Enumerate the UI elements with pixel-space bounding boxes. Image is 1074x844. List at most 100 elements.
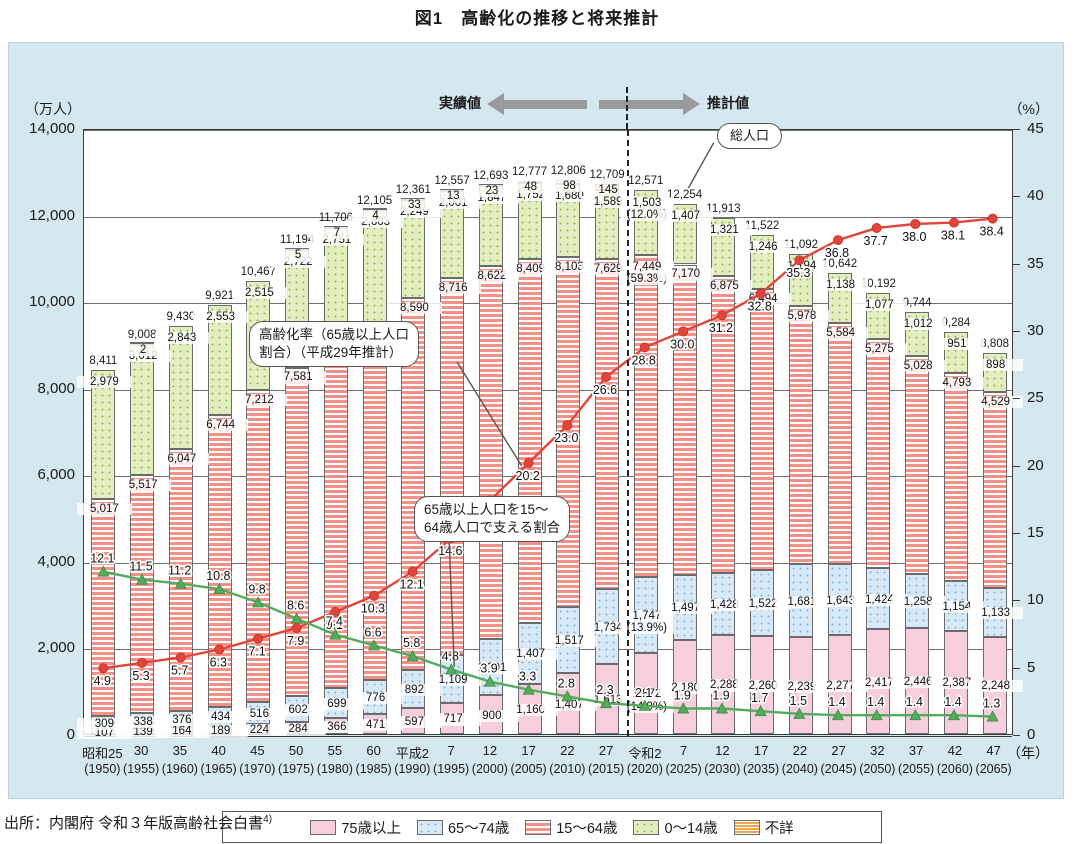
bar-segment xyxy=(827,322,852,565)
x-axis-year-label: (2030) xyxy=(704,762,741,776)
bar-segment xyxy=(130,474,155,714)
legend-item-unknown: 不詳 xyxy=(733,817,794,838)
right-axis-tick: 20 xyxy=(1027,456,1044,474)
bar-segment xyxy=(905,356,930,574)
x-axis-era-label: 12 xyxy=(482,743,498,758)
bar-segment xyxy=(595,258,620,590)
segment-value-label-unknown: 33 xyxy=(394,198,435,211)
right-axis-tick: 25 xyxy=(1027,389,1044,407)
chart-panel: （万人） （%） 実績値 推計値 8,411 9,008 9,430 9,921 10,… xyxy=(8,42,1064,843)
right-axis-tickmark xyxy=(1013,667,1020,669)
left-axis-tick: 4,000 xyxy=(37,552,75,570)
estimate-label: 推計値 xyxy=(707,95,749,111)
right-axis-tickmark xyxy=(1013,398,1020,400)
x-axis-year-label: (2060) xyxy=(936,762,973,776)
bar-total-label: 12,361 xyxy=(395,183,431,196)
segment-value-label-unknown: 145 xyxy=(587,183,629,196)
x-axis-year-label: (2000) xyxy=(471,762,508,776)
bar-total-label: 12,693 xyxy=(473,169,509,182)
segment-value-label: 4,793 xyxy=(929,377,985,390)
actual-label: 実績値 xyxy=(439,95,481,111)
legend-swatch-014-icon xyxy=(633,819,660,835)
bar-segment xyxy=(633,254,658,578)
left-axis-unit: （万人） xyxy=(25,101,81,117)
right-axis-tick: 0 xyxy=(1027,726,1036,743)
segment-value-label: 7,170 xyxy=(658,268,713,281)
right-axis-tickmark xyxy=(1013,735,1020,736)
legend-swatch-75-icon xyxy=(310,819,337,835)
right-axis-tickmark xyxy=(1013,263,1020,265)
x-axis-year-label: (1970) xyxy=(239,762,276,776)
gridline xyxy=(84,130,1012,131)
x-axis-year-label: (1975) xyxy=(278,762,315,776)
segment-value-label-unknown: 23 xyxy=(471,184,513,197)
segment-value-label: 2,248 xyxy=(968,680,1023,693)
right-axis-tickmark xyxy=(1013,196,1020,198)
bar-total-label: 12,806 xyxy=(550,164,586,177)
x-axis-era-label: 7 xyxy=(680,743,688,758)
x-axis-era-label: 27 xyxy=(831,743,846,758)
left-axis-tick: 10,000 xyxy=(29,293,75,311)
stacked-bar xyxy=(517,128,542,734)
bar-segment xyxy=(478,265,503,639)
segment-value-label-unknown: 7 xyxy=(316,227,358,240)
bar-segment xyxy=(323,346,348,688)
x-axis-era-label: 22 xyxy=(560,743,575,758)
actual-estimate-header: 実績値 推計値 xyxy=(439,91,819,117)
plot-area: 8,411 9,008 9,430 9,921 10,467 11,194 11,706 12… xyxy=(77,128,1023,739)
callout-total-population: 総人口 xyxy=(717,123,783,149)
segment-value-label: 1,138 xyxy=(813,279,868,292)
x-axis-year-label: (1965) xyxy=(200,762,237,776)
segment-value-label: 6,875 xyxy=(697,279,752,292)
stacked-bar xyxy=(130,128,155,734)
right-axis-tickmark xyxy=(1013,533,1020,534)
segment-value-label: 1,109 xyxy=(425,673,481,687)
x-axis-year-label: (2010) xyxy=(549,762,586,776)
legend-swatch-6574-icon xyxy=(416,819,443,835)
stacked-bar xyxy=(827,128,852,734)
x-axis-era-label: 平成2 xyxy=(395,746,429,761)
stacked-bar xyxy=(168,128,193,734)
bar-segment xyxy=(672,264,697,575)
segment-value-label-unknown: 5 xyxy=(277,249,319,262)
segment-value-label: 951 xyxy=(929,338,985,351)
gridline xyxy=(84,736,1012,737)
segment-value-label: 1,194 xyxy=(774,259,830,272)
legend-label-6574: 65～74歳 xyxy=(447,820,510,837)
segment-value-label-unknown: 2 xyxy=(122,344,164,357)
x-axis-year-label: (1985) xyxy=(355,762,392,776)
segment-value-label: 1,301 xyxy=(464,661,520,674)
stacked-bar xyxy=(943,128,968,734)
segment-value-label: 2,979 xyxy=(77,375,132,388)
right-axis-tickmark xyxy=(1013,600,1020,602)
stacked-bar xyxy=(440,128,465,734)
bar-segment xyxy=(168,448,193,711)
year-caption: （年） xyxy=(1007,745,1049,761)
segment-value-label: 1,321 xyxy=(697,224,752,237)
stacked-bar xyxy=(246,128,271,734)
x-axis-era-label: 昭和25 xyxy=(82,746,123,761)
arrow-right-icon xyxy=(683,93,700,115)
bar-segment xyxy=(130,344,155,475)
segment-value-label: 6,494 xyxy=(735,293,791,306)
x-axis-era-label: 42 xyxy=(947,743,963,758)
callout-support-ratio: 65歳以上人口を15～ 64歳人口で支える割合 xyxy=(414,496,571,543)
segment-value-label-unknown: 98 xyxy=(549,179,590,192)
x-axis-era-label: 30 xyxy=(133,743,149,758)
segment-value-label: 7,212 xyxy=(232,393,287,406)
segment-value-label: 5,275 xyxy=(852,343,907,356)
bar-segment xyxy=(362,322,387,681)
stacked-bar xyxy=(905,128,930,734)
x-axis-year-label: (2015) xyxy=(588,762,625,776)
source-text: 出所：内閣府 令和３年版高齢社会白書 xyxy=(4,815,264,832)
x-axis-year-label: (1995) xyxy=(433,762,470,776)
segment-value-label: 6,744 xyxy=(193,419,248,432)
bar-segment xyxy=(168,325,193,449)
left-axis-tick: 2,000 xyxy=(37,639,75,657)
segment-value-label: 1,133 xyxy=(968,607,1023,620)
legend-item-75: 75歳以上 xyxy=(310,817,401,838)
right-axis-tick: 15 xyxy=(1027,524,1044,541)
left-axis-tick: 8,000 xyxy=(37,379,75,397)
bar-segment xyxy=(362,208,387,211)
